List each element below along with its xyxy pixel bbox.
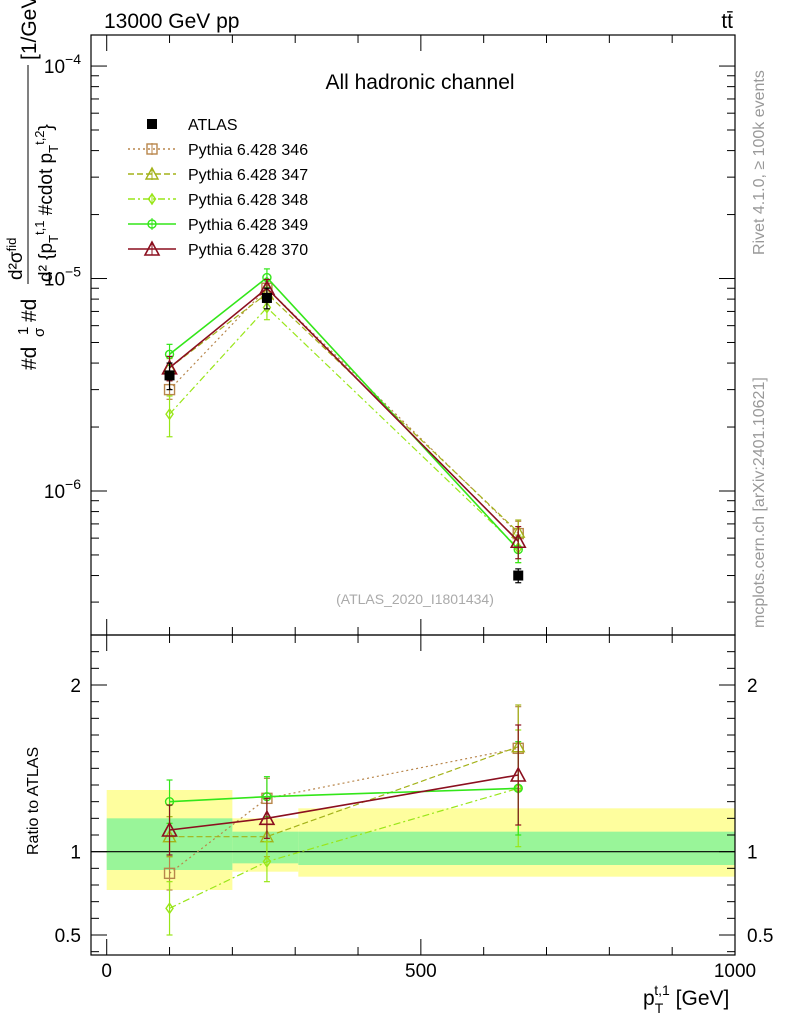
main-point-atlas-2 (513, 570, 524, 581)
ratio-ytick-label-right-2: 2 (747, 676, 758, 697)
main-series-group (161, 268, 527, 584)
x-tick-label-1: 500 (405, 961, 437, 982)
main-y-axis-label-frac-den: σ (31, 327, 48, 337)
main-line-p347 (169, 292, 519, 533)
ratio-series-group (161, 704, 527, 936)
main-panel: All hadronic channel (ATLAS_2020_I180143… (4, 0, 736, 636)
header-energy-label: 13000 GeV pp (104, 10, 239, 33)
legend: ATLAS Pythia 6.428 346 Pythia 6.428 347 Pyt… (128, 117, 308, 259)
ratio-y-axis-label: Ratio to ATLAS (25, 747, 42, 855)
main-line-p349 (169, 276, 519, 551)
ratio-line-p347 (169, 746, 519, 838)
ratio-band-inner-2 (298, 831, 735, 865)
main-series-p349 (164, 268, 523, 564)
x-axis-label: pTt,1 [GeV] (643, 982, 729, 1016)
main-y-axis-label-frac-num: 1 (15, 327, 32, 335)
ratio-point-p370-2 (509, 766, 527, 782)
main-line-p370 (169, 287, 519, 542)
ratio-point-p370-0 (161, 821, 178, 837)
main-y-axis-label-unit: [1/GeV²] (18, 0, 41, 60)
main-series-p347 (162, 284, 526, 547)
ratio-point-p370-1 (258, 809, 276, 826)
ratio-ytick-label-right-0: 0.5 (747, 926, 773, 947)
main-point-p348-1 (262, 301, 272, 314)
legend-label-p348: Pythia 6.428 348 (188, 192, 308, 209)
ratio-ytick-label-left-1: 1 (70, 843, 81, 864)
mcplots-label: mcplots.cern.ch [arXiv:2401.10621] (751, 377, 768, 628)
main-point-p348-0 (165, 407, 174, 421)
main-point-atlas-0 (164, 370, 175, 381)
legend-label-p349: Pythia 6.428 349 (188, 217, 308, 234)
legend-label-p347: Pythia 6.428 347 (188, 167, 308, 184)
x-tick-label-0: 0 (101, 961, 112, 982)
ratio-ytick-label-right-1: 1 (747, 843, 758, 864)
ratio-line-p346 (169, 747, 519, 874)
x-axis-label-text: pTt,1 [GeV] (643, 982, 729, 1016)
main-ytick-label-0: 10−6 (44, 476, 81, 503)
ratio-point-p346-0 (163, 867, 176, 880)
main-plot-title: All hadronic channel (325, 71, 514, 94)
header-process-label: tt̄ (721, 10, 733, 33)
analysis-watermark: (ATLAS_2020_I1801434) (336, 591, 494, 607)
ratio-point-p348-0 (165, 902, 174, 915)
ratio-ytick-label-left-2: 2 (70, 676, 81, 697)
main-ytick-label-1: 10−5 (44, 264, 81, 291)
main-series-p346 (163, 279, 524, 549)
main-ytick-label-2: 10−4 (44, 51, 81, 78)
ratio-uncertainty-bands (91, 790, 735, 890)
main-series-p348 (165, 296, 523, 564)
legend-marker-p370 (143, 240, 161, 256)
ratio-series-p370 (161, 724, 527, 856)
main-series-atlas (164, 287, 524, 584)
legend-label-p346: Pythia 6.428 346 (188, 142, 308, 159)
legend-label-p370: Pythia 6.428 370 (188, 242, 308, 259)
main-point-atlas-1 (261, 292, 272, 303)
main-axis-ticks (91, 35, 736, 635)
legend-label-atlas: ATLAS (188, 117, 238, 134)
main-y-axis-label: #d 1 σ #d d²σfid d² {pTt,1 #cdot pTt,2} … (4, 0, 61, 370)
main-y-axis-label-num: d²σfid (4, 238, 27, 280)
x-tick-labels: 0 500 1000 (101, 961, 756, 982)
legend-marker-p349 (147, 219, 157, 229)
main-y-axis-label-text: #d (18, 347, 41, 370)
main-y-axis-label-d: #d (18, 299, 41, 322)
legend-marker-atlas (147, 119, 157, 129)
main-y-tick-labels: 10−6 10−5 10−4 (44, 51, 81, 503)
main-y-axis-label-den: d² {pTt,1 #cdot pTt,2} (32, 124, 61, 282)
x-tick-label-2: 1000 (714, 961, 756, 982)
main-point-p370-2 (509, 532, 527, 549)
ratio-ytick-label-left-0: 0.5 (55, 926, 81, 947)
legend-marker-p346 (146, 143, 158, 155)
legend-marker-p348 (147, 192, 157, 206)
ratio-point-p348-1 (262, 855, 272, 868)
main-series-p370 (161, 278, 527, 560)
rivet-version-label: Rivet 4.1.0, ≥ 100k events (751, 70, 768, 255)
legend-marker-p347 (144, 166, 160, 180)
ratio-panel: 0.5 0.5 1 1 2 2 Ratio to ATLAS 0 500 1000 pTt,1… (25, 634, 774, 1016)
ratio-plot-frame (90, 634, 736, 956)
main-line-p348 (169, 306, 519, 549)
ratio-y-tick-labels: 0.5 0.5 1 1 2 2 (55, 676, 774, 947)
